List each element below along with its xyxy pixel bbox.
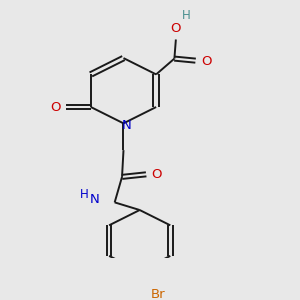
Text: H: H xyxy=(182,9,190,22)
Text: O: O xyxy=(152,168,162,181)
Text: H: H xyxy=(80,188,89,201)
Text: O: O xyxy=(50,100,61,113)
Text: N: N xyxy=(122,119,132,132)
Text: Br: Br xyxy=(151,288,165,300)
Text: O: O xyxy=(171,22,181,35)
Text: O: O xyxy=(201,56,211,68)
Text: N: N xyxy=(90,193,99,206)
